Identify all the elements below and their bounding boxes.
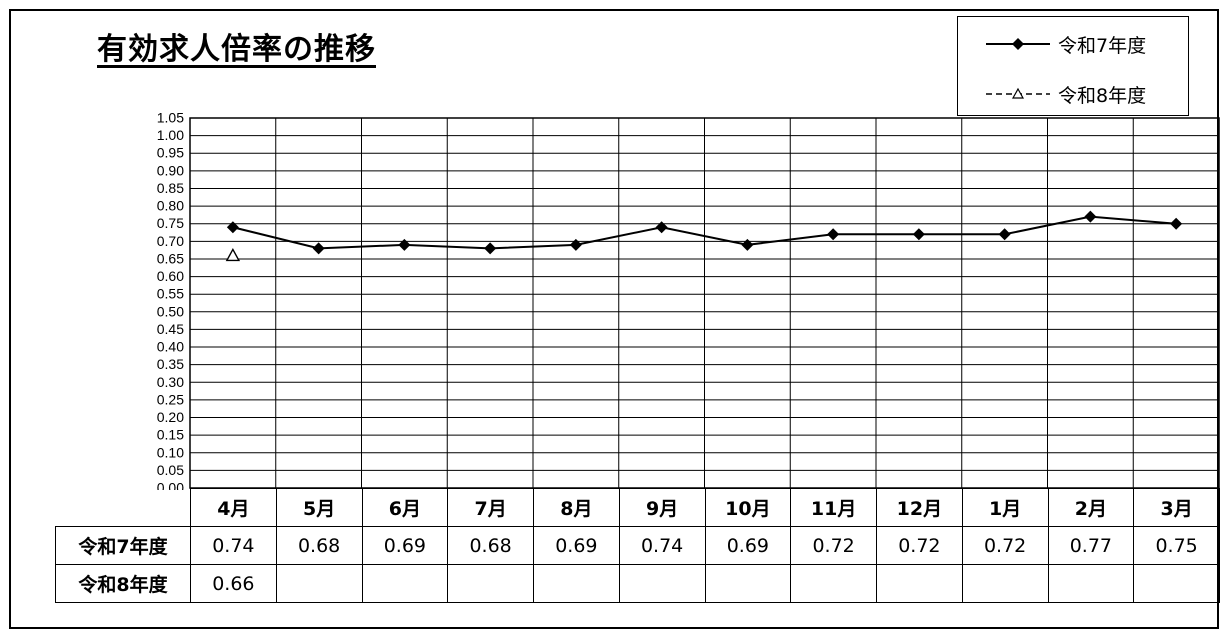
data-point-series-1 [1084,210,1097,223]
data-label: 0.68 [275,526,363,565]
data-label: 0.74 [190,526,277,565]
legend: 令和7年度 令和8年度 [957,16,1189,116]
data-point-series-1 [569,238,582,251]
table-row-label: 令和8年度 [55,564,191,603]
data-label [790,564,877,603]
table-row-label: 令和7年度 [55,526,191,565]
y-tick-label: 1.05 [157,110,184,126]
data-label: 0.69 [704,526,792,565]
y-tick-label: 0.80 [157,198,184,214]
data-label: 0.69 [361,526,449,565]
legend-dashed-triangle-icon [986,87,1050,99]
data-point-series-1 [741,238,754,251]
data-point-series-1 [912,228,925,241]
data-label [1133,564,1220,603]
data-point-series-1 [398,238,411,251]
data-label [533,564,620,603]
y-tick-label: 0.55 [157,286,184,302]
legend-solid-diamond-icon [986,38,1050,50]
data-point-series-1 [827,228,840,241]
data-label: 0.69 [533,526,620,565]
data-table: 4月 5月 6月 7月 8月 9月 10月 11月 12月 1月 2月 3月 令和7年度 0.74 0.… [55,488,1220,603]
data-label [447,564,534,603]
y-tick-label: 0.25 [157,391,184,407]
series-line-1 [232,215,1177,250]
x-tick-label: 7月 [447,488,534,527]
data-label: 0.75 [1133,526,1220,565]
chart-title: 有効求人倍率の推移 [97,32,376,67]
y-tick-label: 1.00 [157,127,184,143]
data-point-series-1 [312,242,325,255]
y-tick-label: 0.00 [157,480,184,491]
y-tick-label: 0.90 [157,162,184,178]
data-label [275,564,363,603]
plot-area: 0.00 0.05 0.100.15 0.20 0.250.30 0.350.40 0.45… [157,110,1220,491]
data-label: 0.74 [618,526,706,565]
data-label [704,564,792,603]
y-tick-label: 0.85 [157,180,184,196]
data-label [361,564,449,603]
x-tick-label: 10月 [704,488,792,527]
x-tick-label: 3月 [1133,488,1220,527]
data-label [961,564,1049,603]
y-tick-label: 0.95 [157,145,184,161]
table-header-row: 4月 5月 6月 7月 8月 9月 10月 11月 12月 1月 2月 3月 [55,488,1220,527]
data-label: 0.72 [876,526,963,565]
table-row-series-2: 令和8年度 0.66 [55,564,1220,603]
y-tick-label: 0.75 [157,215,184,231]
y-tick-label: 0.10 [157,444,184,460]
y-tick-label: 0.15 [157,427,184,443]
data-label [618,564,706,603]
x-tick-label: 9月 [618,488,706,527]
table-row-series-1: 令和7年度 0.74 0.68 0.69 0.68 0.69 0.74 0.69 0.72 0.… [55,526,1220,565]
legend-item-series-1: 令和7年度 [986,29,1146,59]
y-tick-label: 0.05 [157,462,184,478]
data-point-series-1 [998,228,1011,241]
x-tick-label: 12月 [876,488,963,527]
data-label: 0.77 [1047,526,1135,565]
legend-label-series-1: 令和7年度 [1058,34,1147,57]
data-label [876,564,963,603]
y-tick-label: 0.70 [157,233,184,249]
data-label: 0.66 [190,564,277,603]
y-tick-label: 0.30 [157,374,184,390]
y-tick-label: 0.60 [157,268,184,284]
x-tick-label: 1月 [961,488,1049,527]
x-tick-label: 6月 [361,488,449,527]
data-point-series-1 [226,221,239,234]
data-label: 0.72 [961,526,1049,565]
y-tick-label: 0.45 [157,321,184,337]
y-tick-label: 0.50 [157,303,184,319]
y-tick-label: 0.20 [157,409,184,425]
y-tick-label: 0.40 [157,339,184,355]
x-tick-label: 5月 [275,488,363,527]
data-point-series-1 [655,221,668,234]
data-point-series-1 [484,242,497,255]
data-point-series-1 [1170,217,1183,230]
x-tick-label: 2月 [1047,488,1135,527]
x-tick-label: 4月 [190,488,277,527]
y-tick-label: 0.65 [157,250,184,266]
y-tick-label: 0.35 [157,356,184,372]
table-corner [55,488,191,527]
x-tick-label: 11月 [790,488,877,527]
x-tick-label: 8月 [533,488,620,527]
data-label: 0.72 [790,526,877,565]
data-label: 0.68 [447,526,534,565]
legend-item-series-2: 令和8年度 [986,79,1146,109]
legend-label-series-2: 令和8年度 [1058,84,1147,107]
data-point-series-2 [225,247,241,262]
data-label [1047,564,1135,603]
